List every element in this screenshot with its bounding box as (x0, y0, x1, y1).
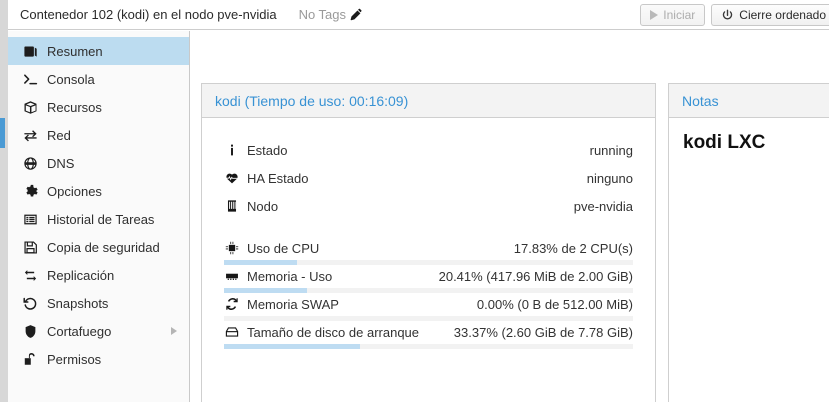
play-icon (650, 10, 659, 20)
status-label: HA Estado (247, 170, 309, 186)
sidebar-item-label: Permisos (47, 351, 102, 367)
sidebar-item-recursos[interactable]: Recursos (8, 93, 189, 121)
meter-row-memory: Memoria - Uso 20.41% (417.96 MiB de 2.00… (214, 262, 643, 293)
book-icon (22, 43, 38, 59)
header-action-buttons: Iniciar Cierre ordenado (640, 0, 829, 30)
sidebar-item-copia-de-seguridad[interactable]: Copia de seguridad (8, 233, 189, 261)
heartbeat-icon (224, 171, 239, 186)
status-row-nodo: Nodo pve-nvidia (214, 192, 643, 220)
sidebar-item-permisos[interactable]: Permisos (8, 345, 189, 373)
shutdown-button[interactable]: Cierre ordenado (711, 4, 829, 26)
sidebar-item-dns[interactable]: DNS (8, 149, 189, 177)
sidebar-item-label: Cortafuego (47, 323, 112, 339)
shield-icon (22, 323, 38, 339)
globe-icon (22, 155, 38, 171)
left-gutter (0, 0, 8, 402)
floppy-icon (22, 239, 38, 255)
status-row-estado: Estado running (214, 136, 643, 164)
terminal-icon (22, 71, 38, 87)
shutdown-button-label: Cierre ordenado (739, 8, 826, 22)
sidebar-item-label: Resumen (47, 43, 103, 59)
power-icon (721, 9, 734, 22)
meter-row-cpu: Uso de CPU 17.83% de 2 CPU(s) (214, 234, 643, 265)
sidebar-item-replicacion[interactable]: Replicación (8, 261, 189, 289)
status-label: Estado (247, 142, 288, 158)
notes-body[interactable]: kodi LXC (669, 118, 829, 154)
status-label: Nodo (247, 198, 279, 214)
sidebar-item-label: Red (47, 127, 71, 143)
status-value: ninguno (586, 170, 633, 186)
notes-text: kodi LXC (683, 132, 766, 153)
meter-label: Memoria - Uso (247, 268, 333, 284)
memory-icon (224, 269, 239, 284)
tags-label: No Tags (298, 7, 347, 22)
unlock-icon (22, 351, 38, 367)
meter-row-swap: Memoria SWAP 0.00% (0 B de 512.00 MiB) (214, 290, 643, 321)
server-icon (224, 199, 239, 214)
cube-icon (22, 99, 38, 115)
summary-panel: kodi (Tiempo de uso: 00:16:09) Estado ru… (201, 83, 656, 402)
swap-icon (224, 297, 239, 312)
exchange-icon (22, 127, 38, 143)
meter-label: Tamaño de disco de arranque (247, 324, 420, 340)
cpu-progress-bar (224, 260, 633, 265)
sidebar-item-label: DNS (47, 155, 75, 171)
start-button-label: Iniciar (663, 8, 696, 22)
stats-spacer (214, 220, 643, 234)
sidebar-item-historial-de-tareas[interactable]: Historial de Tareas (8, 205, 189, 233)
status-row-ha-estado: HA Estado ninguno (214, 164, 643, 192)
sidebar-item-cortafuego[interactable]: Cortafuego (8, 317, 189, 345)
sidebar-item-label: Replicación (47, 267, 115, 283)
info-icon (224, 143, 239, 158)
notes-panel: Notas kodi LXC (668, 83, 829, 402)
meter-value: 0.00% (0 B de 512.00 MiB) (476, 296, 633, 312)
start-button[interactable]: Iniciar (640, 4, 706, 26)
sidebar-item-label: Opciones (47, 183, 102, 199)
sidebar-item-label: Historial de Tareas (47, 211, 155, 227)
meter-value: 17.83% de 2 CPU(s) (513, 240, 633, 256)
replicate-icon (22, 267, 38, 283)
meter-row-bootdisk: Tamaño de disco de arranque 33.37% (2.60… (214, 318, 643, 349)
status-value: pve-nvidia (573, 198, 633, 214)
sidebar-nav: Resumen Consola Recursos (8, 31, 190, 402)
status-value: running (589, 142, 633, 158)
meter-value: 33.37% (2.60 GiB de 7.78 GiB) (453, 324, 633, 340)
sidebar-item-red[interactable]: Red (8, 121, 189, 149)
memory-progress-bar (224, 288, 633, 293)
page-header: Contenedor 102 (kodi) en el nodo pve-nvi… (8, 0, 829, 30)
gear-icon (22, 183, 38, 199)
sidebar-item-consola[interactable]: Consola (8, 65, 189, 93)
disk-icon (224, 325, 239, 340)
summary-stats: Estado running HA Estado n (202, 118, 655, 349)
page-title: Contenedor 102 (kodi) en el nodo pve-nvi… (20, 7, 277, 22)
meter-label: Memoria SWAP (247, 296, 339, 312)
sidebar-item-label: Recursos (47, 99, 102, 115)
list-icon (22, 211, 38, 227)
pencil-icon[interactable] (350, 8, 363, 21)
sidebar-item-label: Consola (47, 71, 95, 87)
sidebar-item-opciones[interactable]: Opciones (8, 177, 189, 205)
swap-progress-bar (224, 316, 633, 321)
left-scroll-indicator[interactable] (0, 118, 5, 148)
tags-area[interactable]: No Tags (299, 7, 363, 22)
meter-value: 20.41% (417.96 MiB de 2.00 GiB) (438, 268, 633, 284)
bootdisk-progress-bar (224, 344, 633, 349)
meter-label: Uso de CPU (247, 240, 320, 256)
content-area: kodi (Tiempo de uso: 00:16:09) Estado ru… (191, 31, 829, 402)
cpu-icon (224, 241, 239, 256)
sidebar-item-snapshots[interactable]: Snapshots (8, 289, 189, 317)
history-icon (22, 295, 38, 311)
sidebar-item-resumen[interactable]: Resumen (8, 37, 189, 65)
sidebar-item-label: Copia de seguridad (47, 239, 160, 255)
chevron-right-icon (171, 327, 177, 335)
summary-panel-title: kodi (Tiempo de uso: 00:16:09) (202, 84, 655, 118)
notes-panel-title: Notas (669, 84, 829, 118)
sidebar-item-label: Snapshots (47, 295, 109, 311)
